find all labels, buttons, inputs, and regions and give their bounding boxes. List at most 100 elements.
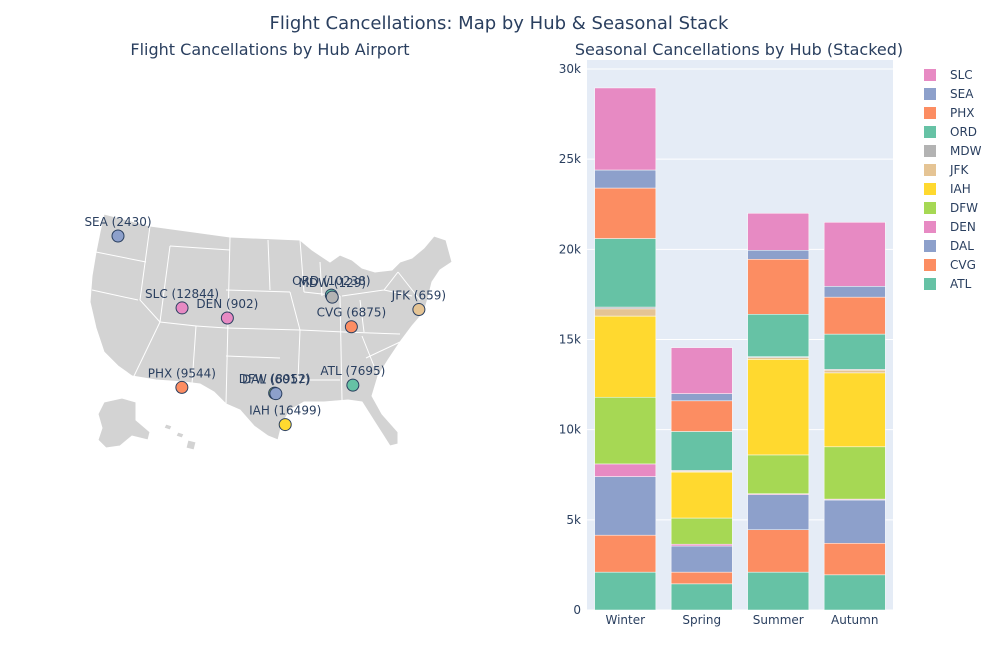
hub-marker-mdw[interactable] (325, 290, 339, 304)
legend-label-den[interactable]: DEN (950, 220, 976, 234)
hub-label-dal: DAL (6017) (242, 373, 310, 387)
bar-den-spring[interactable] (670, 543, 733, 547)
legend-label-atl[interactable]: ATL (950, 277, 972, 291)
us-mainland (89, 213, 453, 447)
legend-label-slc[interactable]: SLC (950, 68, 973, 82)
legend-label-jfk[interactable]: JFK (949, 163, 969, 177)
map-title: Flight Cancellations by Hub Airport (130, 40, 409, 59)
bar-ord-summer[interactable] (747, 314, 810, 357)
legend-swatch-sea[interactable] (924, 88, 936, 100)
bar-dfw-winter[interactable] (594, 396, 657, 465)
legend-swatch-dfw[interactable] (924, 202, 936, 214)
bar-dfw-summer[interactable] (747, 454, 810, 494)
bar-panel: Seasonal Cancellations by Hub (Stacked) … (559, 40, 903, 627)
y-tick-label: 25k (559, 152, 581, 166)
map-panel: Flight Cancellations by Hub Airport (84, 40, 453, 451)
bar-phx-winter[interactable] (594, 187, 657, 239)
hub-marker-jfk[interactable] (412, 303, 426, 317)
y-tick-label: 30k (559, 62, 581, 76)
bar-slc-summer[interactable] (747, 213, 810, 251)
hub-marker-slc[interactable] (175, 301, 189, 315)
bars (594, 87, 886, 611)
bar-slc-autumn[interactable] (823, 222, 886, 287)
bar-jfk-winter[interactable] (594, 308, 657, 317)
x-axis: Winter Spring Summer Autumn (605, 613, 878, 627)
hub-label-dfw: DFW (8952) (239, 372, 311, 386)
legend-swatch-iah[interactable] (924, 183, 936, 195)
bar-slc-winter[interactable] (594, 87, 657, 171)
bar-iah-spring[interactable] (670, 471, 733, 519)
bar-dal-spring[interactable] (670, 545, 733, 573)
bar-iah-autumn[interactable] (823, 372, 886, 448)
bar-ord-spring[interactable] (670, 431, 733, 471)
x-tick-label: Winter (605, 613, 645, 627)
bar-slc-spring[interactable] (670, 347, 733, 394)
legend-label-sea[interactable]: SEA (950, 87, 974, 101)
legend-swatch-cvg[interactable] (924, 259, 936, 271)
legend-swatch-jfk[interactable] (924, 164, 936, 176)
bar-sea-summer[interactable] (747, 249, 810, 260)
legend-label-phx[interactable]: PHX (950, 106, 974, 120)
legend-swatch-mdw[interactable] (924, 145, 936, 157)
hub-marker-den[interactable] (220, 311, 234, 325)
hub-marker-atl[interactable] (346, 378, 360, 392)
bar-jfk-autumn[interactable] (823, 369, 886, 374)
hub-label-iah: IAH (16499) (249, 404, 321, 418)
legend-label-dfw[interactable]: DFW (950, 201, 978, 215)
bar-mdw-winter[interactable] (594, 306, 657, 310)
bar-dfw-spring[interactable] (670, 517, 733, 545)
hub-marker-phx[interactable] (175, 380, 189, 394)
bar-sea-winter[interactable] (594, 169, 657, 189)
y-axis: 0 5k 10k 15k 20k 25k 30k (559, 62, 581, 617)
legend-swatch-ord[interactable] (924, 126, 936, 138)
x-tick-label: Spring (682, 613, 721, 627)
bar-phx-autumn[interactable] (823, 296, 886, 335)
bar-atl-summer[interactable] (747, 571, 810, 611)
hub-marker-sea[interactable] (111, 229, 125, 243)
legend-swatch-den[interactable] (924, 221, 936, 233)
legend-label-dal[interactable]: DAL (950, 239, 974, 253)
bar-sea-spring[interactable] (670, 393, 733, 402)
legend-swatch-phx[interactable] (924, 107, 936, 119)
bar-phx-spring[interactable] (670, 400, 733, 432)
bar-phx-summer[interactable] (747, 259, 810, 315)
alaska (97, 397, 151, 449)
hub-label-slc: SLC (12844) (145, 287, 219, 301)
legend-label-mdw[interactable]: MDW (950, 144, 982, 158)
bar-cvg-autumn[interactable] (823, 543, 886, 576)
us-map (89, 213, 453, 451)
bar-cvg-summer[interactable] (747, 529, 810, 573)
bar-chart-title: Seasonal Cancellations by Hub (Stacked) (575, 40, 903, 59)
legend-swatch-slc[interactable] (924, 69, 936, 81)
bar-sea-autumn[interactable] (823, 286, 886, 298)
bar-iah-summer[interactable] (747, 359, 810, 456)
bar-cvg-winter[interactable] (594, 534, 657, 573)
hub-label-sea: SEA (2430) (84, 215, 151, 229)
y-tick-label: 10k (559, 423, 581, 437)
hub-marker-iah[interactable] (278, 418, 292, 432)
bar-ord-winter[interactable] (594, 238, 657, 308)
bar-iah-winter[interactable] (594, 315, 657, 398)
bar-cvg-spring[interactable] (670, 571, 733, 585)
bar-atl-spring[interactable] (670, 583, 733, 611)
bar-atl-autumn[interactable] (823, 574, 886, 611)
hub-marker-dal[interactable] (269, 387, 283, 401)
bar-atl-winter[interactable] (594, 571, 657, 611)
figure-title: Flight Cancellations: Map by Hub & Seaso… (270, 13, 729, 34)
bar-ord-autumn[interactable] (823, 333, 886, 370)
hub-label-mdw: MDW (129) (298, 276, 366, 290)
x-tick-label: Autumn (831, 613, 878, 627)
bar-jfk-summer[interactable] (747, 357, 810, 360)
legend-label-iah[interactable]: IAH (950, 182, 971, 196)
bar-dal-summer[interactable] (747, 494, 810, 531)
x-tick-label: Summer (753, 613, 804, 627)
legend-swatch-dal[interactable] (924, 240, 936, 252)
legend-label-ord[interactable]: ORD (950, 125, 977, 139)
legend-swatch-atl[interactable] (924, 278, 936, 290)
bar-dfw-autumn[interactable] (823, 446, 886, 500)
bar-dal-winter[interactable] (594, 476, 657, 536)
bar-den-winter[interactable] (594, 463, 657, 477)
hub-marker-cvg[interactable] (344, 320, 358, 334)
bar-dal-autumn[interactable] (823, 499, 886, 544)
legend-label-cvg[interactable]: CVG (950, 258, 976, 272)
